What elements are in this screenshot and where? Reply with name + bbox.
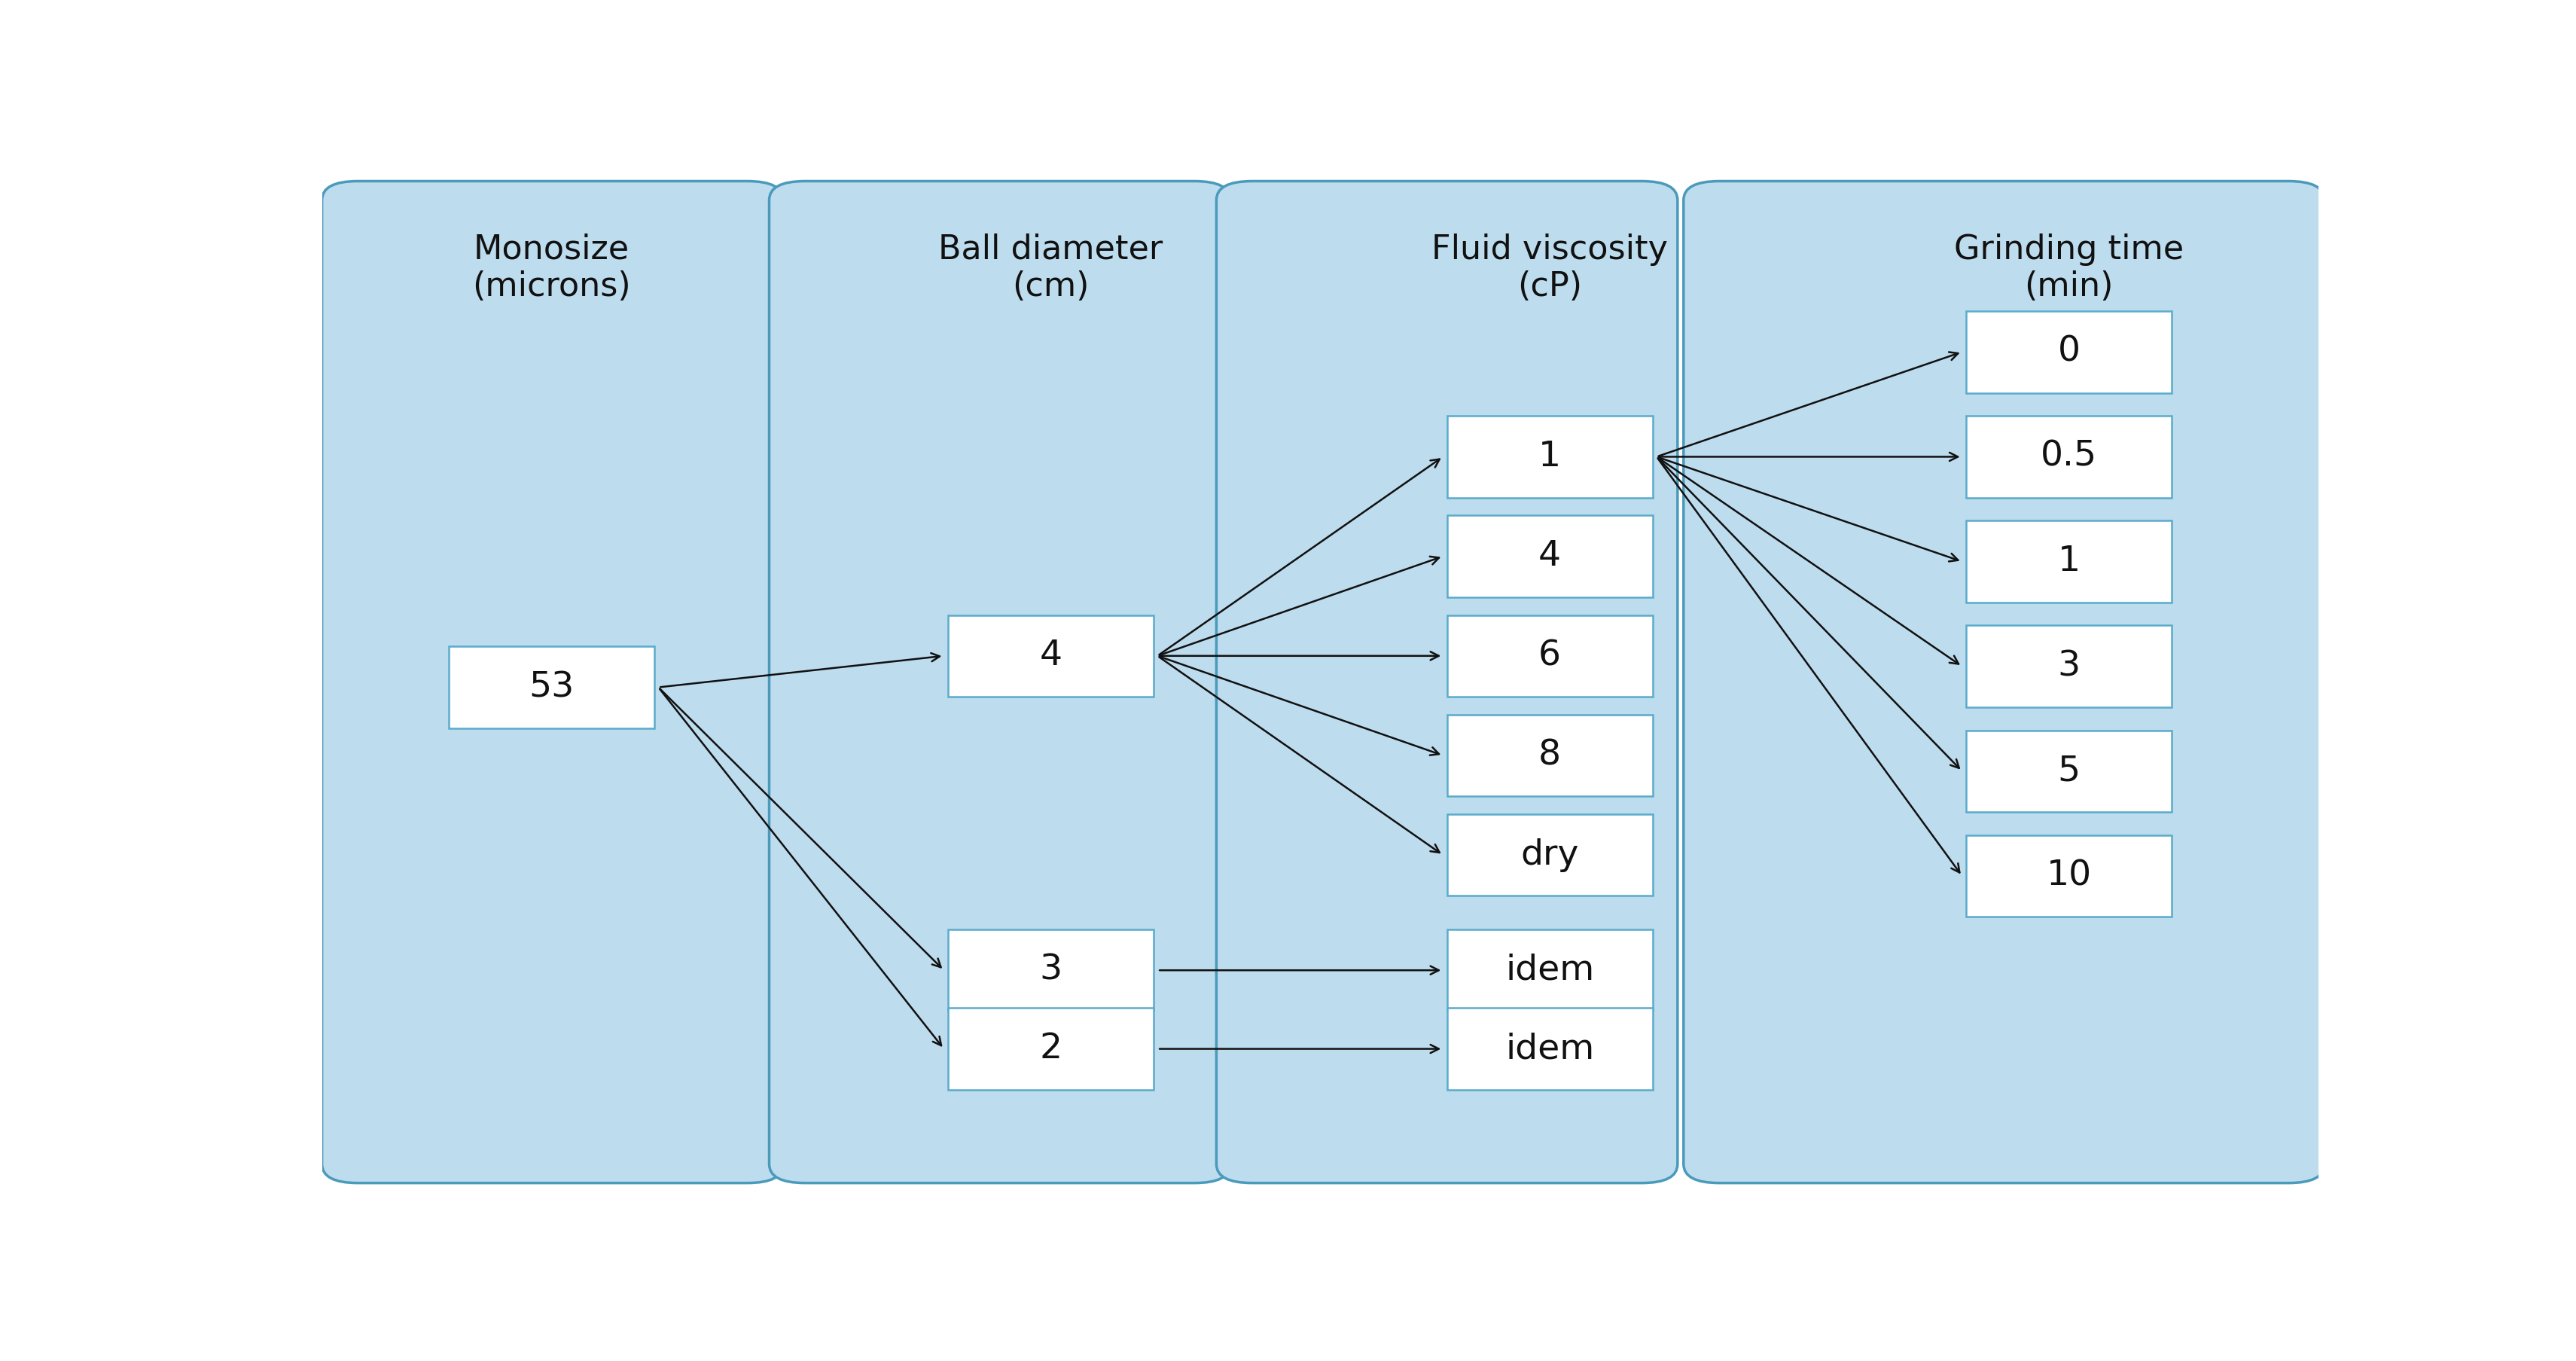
FancyBboxPatch shape xyxy=(1685,181,2324,1183)
Text: dry: dry xyxy=(1520,838,1579,872)
Text: Grinding time
(min): Grinding time (min) xyxy=(1955,233,2184,304)
FancyBboxPatch shape xyxy=(448,646,654,728)
FancyBboxPatch shape xyxy=(1965,521,2172,603)
FancyBboxPatch shape xyxy=(1965,312,2172,393)
FancyBboxPatch shape xyxy=(1965,731,2172,813)
FancyBboxPatch shape xyxy=(948,930,1154,1011)
Text: 5: 5 xyxy=(2058,754,2081,788)
FancyBboxPatch shape xyxy=(1965,416,2172,498)
Text: 3: 3 xyxy=(1038,953,1061,987)
FancyBboxPatch shape xyxy=(948,1009,1154,1090)
FancyBboxPatch shape xyxy=(1448,715,1654,796)
Text: 1: 1 xyxy=(1538,440,1561,474)
FancyBboxPatch shape xyxy=(948,615,1154,697)
FancyBboxPatch shape xyxy=(1448,615,1654,697)
Text: 6: 6 xyxy=(1538,638,1561,672)
FancyBboxPatch shape xyxy=(1965,836,2172,917)
Text: 10: 10 xyxy=(2045,859,2092,893)
Text: 8: 8 xyxy=(1538,739,1561,773)
FancyBboxPatch shape xyxy=(322,181,783,1183)
FancyBboxPatch shape xyxy=(770,181,1231,1183)
FancyBboxPatch shape xyxy=(1448,814,1654,896)
FancyBboxPatch shape xyxy=(1448,1009,1654,1090)
FancyBboxPatch shape xyxy=(1216,181,1677,1183)
Text: 4: 4 xyxy=(1038,638,1061,672)
Text: idem: idem xyxy=(1504,1032,1595,1066)
Text: 2: 2 xyxy=(1038,1032,1061,1066)
Text: 0: 0 xyxy=(2058,335,2081,369)
Text: 0.5: 0.5 xyxy=(2040,440,2097,474)
Text: Fluid viscosity
(cP): Fluid viscosity (cP) xyxy=(1432,233,1669,304)
Text: 53: 53 xyxy=(528,671,574,704)
FancyBboxPatch shape xyxy=(1448,516,1654,597)
Text: 4: 4 xyxy=(1538,539,1561,573)
FancyBboxPatch shape xyxy=(1965,626,2172,708)
Text: 1: 1 xyxy=(2058,544,2081,578)
Text: Monosize
(microns): Monosize (microns) xyxy=(471,233,631,304)
Text: idem: idem xyxy=(1504,953,1595,987)
Text: 3: 3 xyxy=(2058,649,2081,683)
Text: Ball diameter
(cm): Ball diameter (cm) xyxy=(938,233,1162,304)
FancyBboxPatch shape xyxy=(1448,416,1654,498)
FancyBboxPatch shape xyxy=(1448,930,1654,1011)
